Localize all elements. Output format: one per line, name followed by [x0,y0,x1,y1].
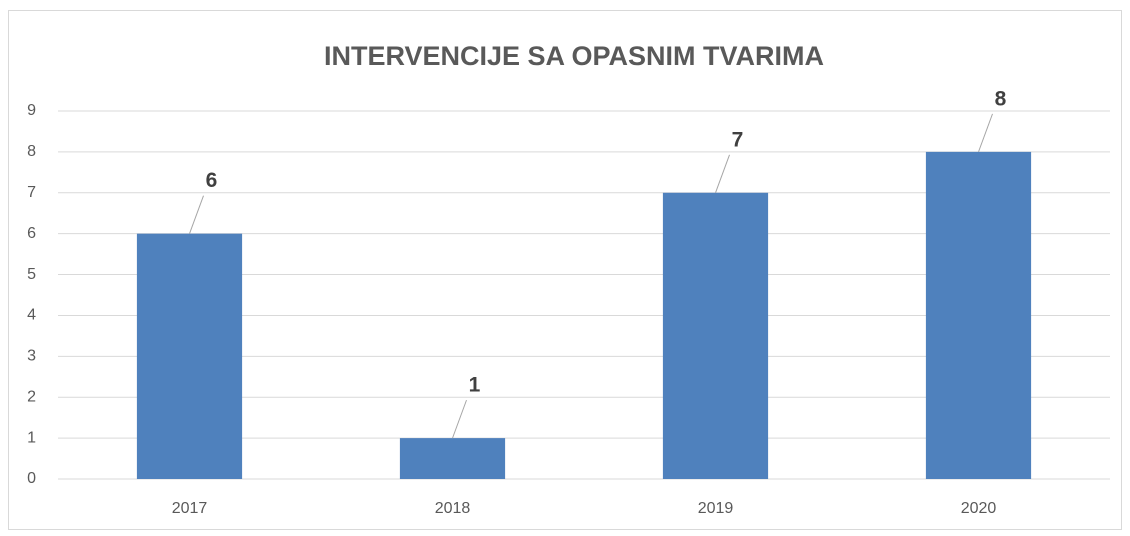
bar [399,438,506,479]
leader-line [715,154,730,193]
data-label: 7 [732,128,744,151]
bar [925,151,1032,479]
y-tick-label: 7 [27,184,36,201]
bar [662,192,769,479]
bar [136,233,243,479]
data-label: 1 [469,374,481,397]
y-tick-label: 2 [27,388,36,405]
data-label: 6 [206,169,218,192]
y-tick-label: 0 [27,470,36,487]
y-tick-label: 3 [27,348,36,365]
leader-line [978,113,993,153]
x-tick-label: 2019 [698,500,734,517]
y-tick-label: 9 [27,102,36,119]
x-tick-label: 2020 [961,500,997,517]
y-tick-label: 5 [27,266,36,283]
y-tick-label: 6 [27,225,36,242]
y-tick-label: 4 [27,307,36,324]
data-label: 8 [995,87,1007,110]
x-tick-label: 2018 [435,500,471,517]
leader-line [189,195,204,234]
x-tick-label: 2017 [172,500,208,517]
leader-line [452,399,467,439]
y-tick-label: 8 [27,143,36,160]
y-tick-label: 1 [27,429,36,446]
chart-title: INTERVENCIJE SA OPASNIM TVARIMA [324,41,824,71]
